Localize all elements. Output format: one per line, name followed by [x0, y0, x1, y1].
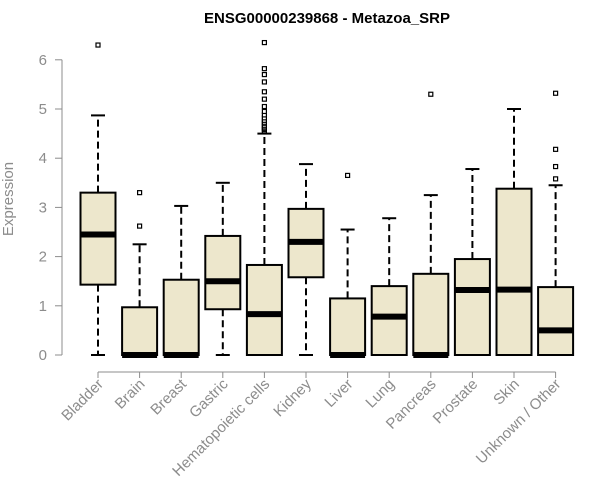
outlier-point — [137, 223, 143, 229]
y-tick-label: 4 — [39, 150, 47, 167]
x-tick-label: Lung — [362, 376, 398, 412]
x-tick-label: Bladder — [58, 376, 107, 425]
x-tick-label: Brain — [112, 376, 149, 413]
box-iqr — [412, 272, 450, 357]
box-liver — [329, 172, 367, 358]
x-tick-label: Kidney — [270, 375, 315, 420]
box-iqr — [79, 191, 117, 286]
y-axis: 0 1 2 3 4 5 6 — [39, 52, 63, 364]
outlier-point — [552, 90, 559, 96]
box-iqr — [121, 306, 159, 356]
y-axis-label: Expression — [0, 162, 17, 236]
outlier-point — [261, 103, 267, 110]
outlier-point — [552, 163, 559, 170]
box-iqr — [245, 263, 283, 356]
box-iqr — [453, 258, 491, 356]
outlier-point — [261, 71, 267, 78]
box-prostate — [453, 168, 491, 356]
y-tick-label: 0 — [39, 347, 47, 364]
box-pancreas — [412, 91, 450, 358]
box-iqr — [329, 297, 367, 357]
box-iqr — [370, 285, 408, 356]
chart-title: ENSG00000239868 - Metazoa_SRP — [204, 10, 450, 27]
plot-area — [79, 39, 575, 358]
box-lung — [370, 217, 408, 356]
outlier-point — [261, 89, 267, 95]
outlier-point — [552, 146, 559, 152]
x-tick-label: Skin — [490, 376, 523, 409]
box-kidney — [287, 163, 325, 356]
outlier-point — [137, 190, 143, 196]
box-hematopoietic-cells — [245, 39, 283, 356]
box-skin — [495, 108, 533, 356]
outlier-point — [261, 79, 267, 85]
box-unknown-other — [537, 90, 575, 357]
box-gastric — [204, 181, 242, 356]
box-bladder — [79, 42, 117, 356]
outlier-point — [261, 66, 267, 72]
y-tick-label: 2 — [39, 249, 47, 266]
box-iqr — [495, 187, 533, 356]
y-tick-label: 6 — [39, 52, 47, 69]
outlier-point — [428, 91, 434, 97]
outlier-point — [345, 172, 351, 179]
box-iqr — [204, 234, 242, 311]
outlier-point — [261, 39, 267, 46]
outlier-point — [95, 42, 101, 48]
box-iqr — [537, 286, 575, 357]
x-tick-label: Prostate — [430, 376, 482, 428]
y-tick-label: 3 — [39, 199, 47, 216]
x-tick-label: Breast — [147, 375, 190, 418]
box-brain — [121, 190, 159, 358]
outlier-point — [261, 108, 267, 115]
box-breast — [162, 204, 200, 358]
outlier-point — [261, 96, 267, 102]
y-tick-label: 5 — [39, 101, 47, 118]
box-iqr — [162, 278, 200, 356]
outlier-point — [552, 176, 559, 182]
x-tick-label: Liver — [321, 376, 356, 411]
y-tick-label: 1 — [39, 298, 47, 315]
